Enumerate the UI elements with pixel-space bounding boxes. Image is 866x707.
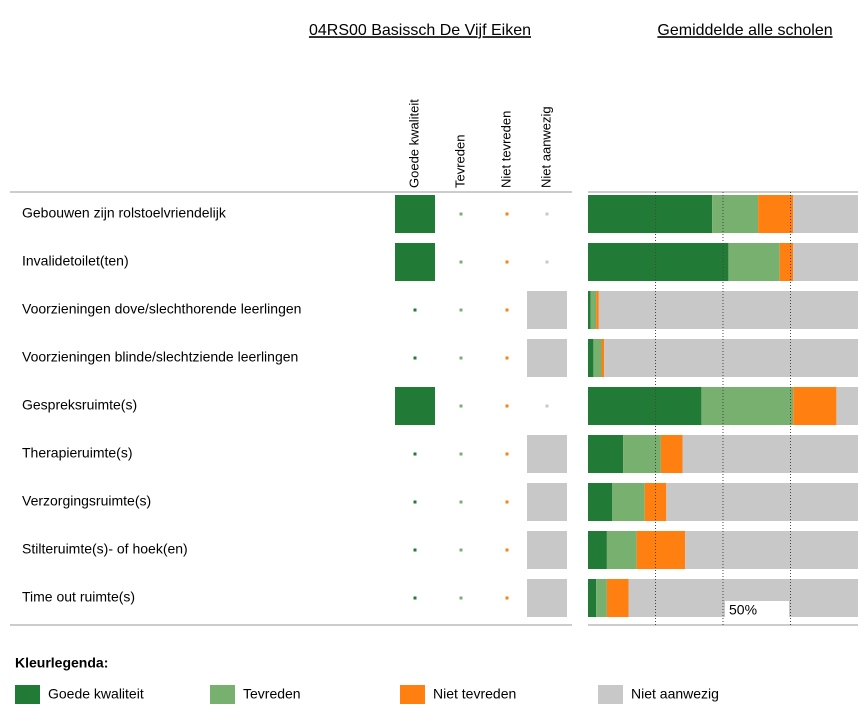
bar-segment bbox=[793, 243, 858, 281]
bar-segment bbox=[636, 531, 686, 569]
bar-segment bbox=[712, 195, 759, 233]
bar-segment bbox=[601, 339, 605, 377]
average-title: Gemiddelde alle scholen bbox=[657, 22, 832, 39]
answer-cell bbox=[527, 435, 567, 473]
answer-cell bbox=[505, 260, 509, 264]
row-label: Gebouwen zijn rolstoelvriendelijk bbox=[22, 205, 227, 221]
bar-segment bbox=[606, 579, 629, 617]
bar-segment bbox=[701, 387, 794, 425]
bar-segment bbox=[660, 435, 683, 473]
bar-segment bbox=[588, 435, 624, 473]
bar-segment bbox=[588, 195, 713, 233]
answer-cell bbox=[413, 356, 417, 360]
legend-label: Niet tevreden bbox=[433, 686, 516, 702]
bar-segment bbox=[623, 435, 661, 473]
answer-cell bbox=[505, 308, 509, 312]
answer-cell bbox=[413, 452, 417, 456]
tick-label-bg bbox=[725, 601, 789, 620]
answer-cell bbox=[527, 483, 567, 521]
row-label: Therapieruimte(s) bbox=[22, 445, 132, 461]
bar-segment bbox=[793, 195, 858, 233]
answer-cell bbox=[527, 291, 567, 329]
bar-segment bbox=[606, 531, 637, 569]
bar-segment bbox=[596, 579, 607, 617]
legend-swatch bbox=[598, 685, 623, 704]
answer-cell bbox=[459, 356, 463, 360]
bar-segment bbox=[590, 291, 597, 329]
answer-cell bbox=[527, 531, 567, 569]
row-label: Voorzieningen blinde/slechtziende leerli… bbox=[22, 349, 298, 365]
legend-label: Goede kwaliteit bbox=[48, 686, 144, 702]
row-label: Stilteruimte(s)- of hoek(en) bbox=[22, 541, 188, 557]
bar-segment bbox=[588, 531, 607, 569]
answer-cell bbox=[395, 195, 435, 233]
answer-cell bbox=[459, 260, 463, 264]
answer-cell bbox=[527, 339, 567, 377]
column-header: Niet aanwezig bbox=[538, 106, 553, 188]
bar-segment bbox=[593, 339, 602, 377]
legend-label: Niet aanwezig bbox=[631, 686, 719, 702]
bar-segment bbox=[612, 483, 645, 521]
row-label: Time out ruimte(s) bbox=[22, 589, 135, 605]
answer-cell bbox=[505, 212, 509, 216]
row-label: Gespreksruimte(s) bbox=[22, 397, 137, 413]
answer-cell bbox=[459, 404, 463, 408]
legend-swatch bbox=[400, 685, 425, 704]
answer-cell bbox=[459, 500, 463, 504]
legend-swatch bbox=[210, 685, 235, 704]
answer-cell bbox=[505, 596, 509, 600]
bar-segment bbox=[588, 243, 729, 281]
column-header: Goede kwaliteit bbox=[406, 99, 421, 188]
answer-cell bbox=[459, 548, 463, 552]
answer-cell bbox=[413, 596, 417, 600]
x-tick-label: 50% bbox=[729, 602, 757, 618]
bar-segment bbox=[666, 483, 858, 521]
answer-cell bbox=[459, 596, 463, 600]
answer-cell bbox=[527, 579, 567, 617]
bar-segment bbox=[728, 243, 780, 281]
bar-segment bbox=[779, 243, 794, 281]
answer-cell bbox=[505, 404, 509, 408]
answer-cell bbox=[413, 548, 417, 552]
answer-cell bbox=[545, 260, 549, 264]
bar-segment bbox=[588, 291, 591, 329]
answer-cell bbox=[505, 500, 509, 504]
answer-cell bbox=[395, 387, 435, 425]
legend-title: Kleurlegenda: bbox=[15, 655, 108, 671]
answer-cell bbox=[459, 452, 463, 456]
answer-cell bbox=[545, 404, 549, 408]
answer-cell bbox=[505, 452, 509, 456]
bar-segment bbox=[588, 339, 594, 377]
bar-segment bbox=[836, 387, 858, 425]
school-title: 04RS00 Basissch De Vijf Eiken bbox=[309, 22, 531, 39]
bar-segment bbox=[588, 483, 613, 521]
legend-label: Tevreden bbox=[243, 686, 301, 702]
answer-cell bbox=[505, 548, 509, 552]
row-label: Voorzieningen dove/slechthorende leerlin… bbox=[22, 301, 301, 317]
bar-segment bbox=[793, 387, 837, 425]
answer-cell bbox=[413, 500, 417, 504]
bar-segment bbox=[682, 435, 858, 473]
bar-segment bbox=[596, 291, 599, 329]
answer-cell bbox=[459, 308, 463, 312]
bar-segment bbox=[598, 291, 858, 329]
answer-cell bbox=[395, 243, 435, 281]
answer-cell bbox=[505, 356, 509, 360]
answer-cell bbox=[545, 212, 549, 216]
row-label: Verzorgingsruimte(s) bbox=[22, 493, 151, 509]
bar-segment bbox=[685, 531, 858, 569]
bar-segment bbox=[588, 387, 702, 425]
legend-swatch bbox=[15, 685, 40, 704]
answer-cell bbox=[413, 308, 417, 312]
column-header: Tevreden bbox=[452, 135, 467, 188]
column-header: Niet tevreden bbox=[498, 111, 513, 188]
bar-segment bbox=[604, 339, 858, 377]
bar-segment bbox=[758, 195, 794, 233]
bar-segment bbox=[588, 579, 597, 617]
answer-cell bbox=[459, 212, 463, 216]
row-label: Invalidetoilet(ten) bbox=[22, 253, 129, 269]
